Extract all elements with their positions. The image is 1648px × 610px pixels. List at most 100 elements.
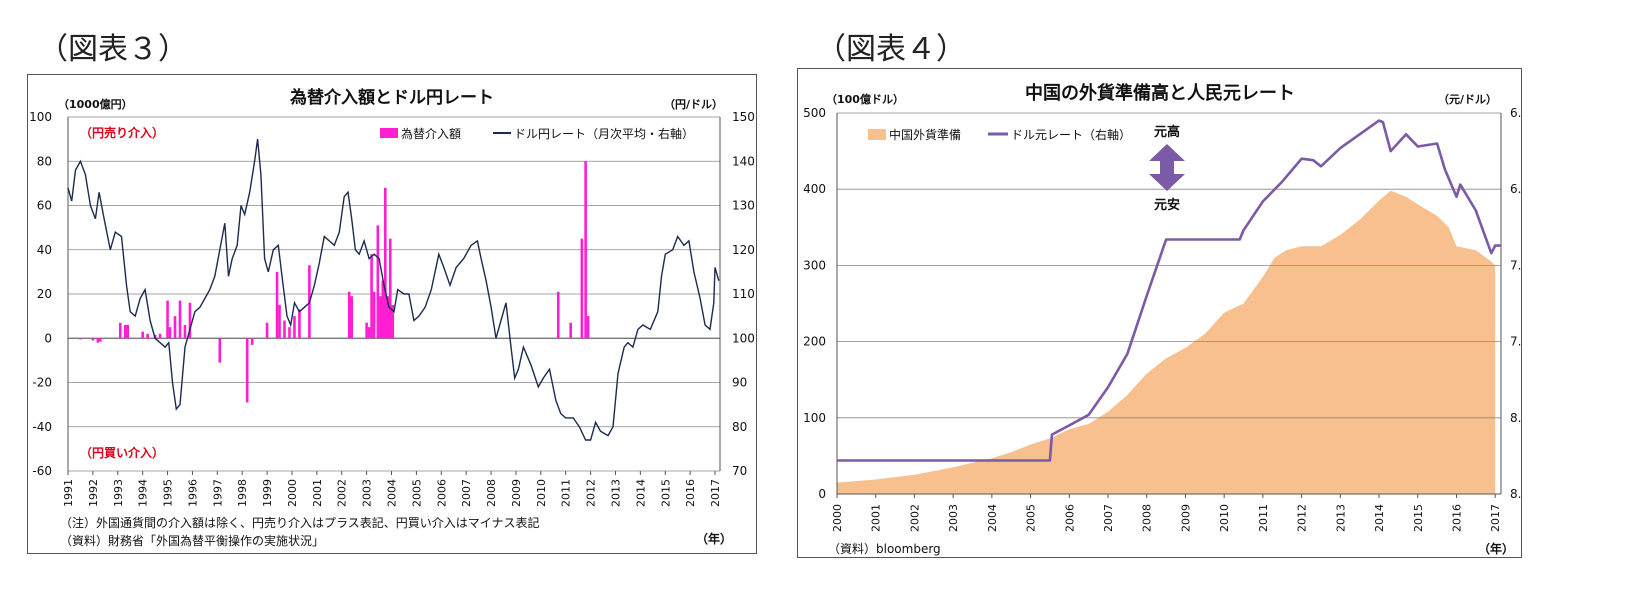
right-tick-label: 70	[732, 464, 747, 478]
x-tick-label: 2010	[535, 479, 548, 507]
x-tick-label: 2012	[1296, 504, 1309, 532]
x-tick-label: 2005	[1025, 504, 1038, 532]
intervention-bar	[278, 305, 281, 339]
right-tick-label: 110	[732, 287, 755, 301]
intervention-bar	[386, 296, 390, 339]
source-text: （資料）財務省「外国為替平衡操作の実施状況」	[60, 533, 324, 548]
intervention-bar	[188, 302, 192, 339]
double-arrow-icon	[1149, 144, 1185, 191]
intervention-bar	[265, 322, 269, 339]
intervention-bar	[126, 324, 130, 339]
legend-area-label: 中国外貨準備	[889, 127, 961, 142]
annotation-yuan-strong: 元高	[1154, 124, 1180, 140]
x-tick-label: 2017	[709, 479, 722, 507]
x-tick-label: 2002	[336, 479, 349, 507]
x-tick-label: 2013	[1334, 504, 1347, 532]
x-tick-label: 2008	[1141, 504, 1154, 532]
x-tick-label: 2016	[1450, 504, 1463, 532]
left-tick-label: 80	[37, 154, 52, 168]
intervention-bar	[365, 322, 368, 339]
note-text: （注）外国通貨間の介入額は除く、円売り介入はプラス表記、円買い介入はマイナス表記	[60, 515, 540, 530]
intervention-bar	[275, 271, 279, 339]
intervention-bar	[298, 309, 301, 339]
x-tick-label: 2011	[560, 479, 573, 507]
intervention-bar	[584, 161, 587, 339]
intervention-bar	[283, 320, 286, 339]
x-tick-label: 2005	[410, 479, 423, 507]
right-tick-label: 120	[732, 243, 755, 257]
legend-bar-label: 為替介入額	[401, 127, 461, 141]
intervention-bar	[379, 296, 382, 339]
right-tick-label: 150	[732, 110, 755, 124]
x-tick-label: 2014	[1373, 504, 1386, 532]
x-tick-label: 1998	[236, 479, 249, 507]
intervention-bar	[183, 324, 187, 339]
right-tick-label: 140	[732, 154, 755, 168]
x-tick-label: 2001	[870, 504, 883, 532]
x-tick-label: 2011	[1257, 504, 1270, 532]
right-axis-unit: （元/ドル）	[1438, 93, 1497, 106]
x-tick-label: 2007	[1102, 504, 1115, 532]
left-tick-label: 100	[803, 411, 826, 425]
x-tick-label: 2015	[659, 479, 672, 507]
x-tick-label: 2010	[1218, 504, 1231, 532]
chart-title: 中国の外貨準備高と人民元レート	[1025, 82, 1295, 104]
left-tick-label: 100	[29, 110, 52, 124]
intervention-bar	[376, 225, 380, 339]
x-tick-label: 1999	[261, 479, 274, 507]
intervention-bar	[123, 324, 127, 339]
intervention-bar	[580, 238, 584, 339]
intervention-bar	[245, 338, 249, 403]
x-tick-label: 1994	[137, 479, 150, 507]
x-tick-label: 2003	[361, 479, 374, 507]
x-tick-label: 2017	[1489, 504, 1502, 532]
right-tick-label: 8.5	[1510, 487, 1521, 501]
usdcny-line	[837, 119, 1501, 462]
left-tick-label: 500	[803, 106, 826, 120]
x-tick-label: 2014	[634, 479, 647, 507]
right-tick-label: 7.5	[1510, 335, 1521, 349]
intervention-bar	[381, 280, 385, 339]
x-tick-label: 2001	[311, 479, 324, 507]
annotation-yen-buy: （円買い介入）	[80, 445, 164, 460]
left-tick-label: 40	[37, 243, 52, 257]
intervention-bar	[118, 322, 122, 339]
figure4-chart: 中国の外貨準備高と人民元レート （100億ドル） （元/ドル） 500 400 300 20…	[803, 82, 1529, 556]
intervention-bar	[288, 327, 291, 339]
intervention-bar	[293, 316, 296, 339]
x-tick-label: 1991	[62, 479, 75, 507]
intervention-bar	[367, 327, 371, 339]
left-tick-label: -40	[32, 420, 52, 434]
x-tick-label: 2002	[908, 504, 921, 532]
x-tick-label: 1992	[87, 479, 100, 507]
x-tick-label: 2008	[485, 479, 498, 507]
intervention-bar	[383, 187, 387, 339]
annotation-yen-sell: （円売り介入）	[80, 125, 164, 140]
legend-area-swatch	[868, 129, 886, 140]
x-tick-label: 2016	[684, 479, 697, 507]
chart-title: 為替介入額とドル円レート	[290, 87, 494, 108]
x-tick-label: 1996	[186, 479, 199, 507]
intervention-bar	[350, 296, 353, 339]
annotation-yuan-weak: 元安	[1154, 197, 1180, 213]
intervention-bar	[158, 333, 162, 339]
x-tick-label: 2003	[947, 504, 960, 532]
right-tick-label: 6.0	[1510, 106, 1521, 120]
intervention-bar	[388, 238, 392, 339]
intervention-bar	[141, 331, 144, 339]
reserves-area	[837, 190, 1496, 494]
intervention-bar	[79, 338, 82, 340]
intervention-bar	[178, 300, 182, 339]
figure3-panel: 為替介入額とドル円レート （1000億円） （円/ドル） 100 80 60 40 20 0 -2…	[27, 74, 757, 554]
left-tick-label: 0	[818, 487, 826, 501]
intervention-bar	[99, 338, 102, 342]
legend-line-label: ドル元レート（右軸）	[1011, 127, 1131, 142]
right-tick-label: 130	[732, 199, 755, 213]
intervention-bar	[586, 316, 590, 339]
left-axis-unit: （100億ドル）	[826, 92, 904, 106]
x-tick-label: 2000	[286, 479, 299, 507]
legend-bar-swatch	[380, 128, 398, 138]
x-tick-label: 2012	[585, 479, 598, 507]
intervention-bar	[166, 300, 169, 339]
x-tick-label: 2006	[435, 479, 448, 507]
